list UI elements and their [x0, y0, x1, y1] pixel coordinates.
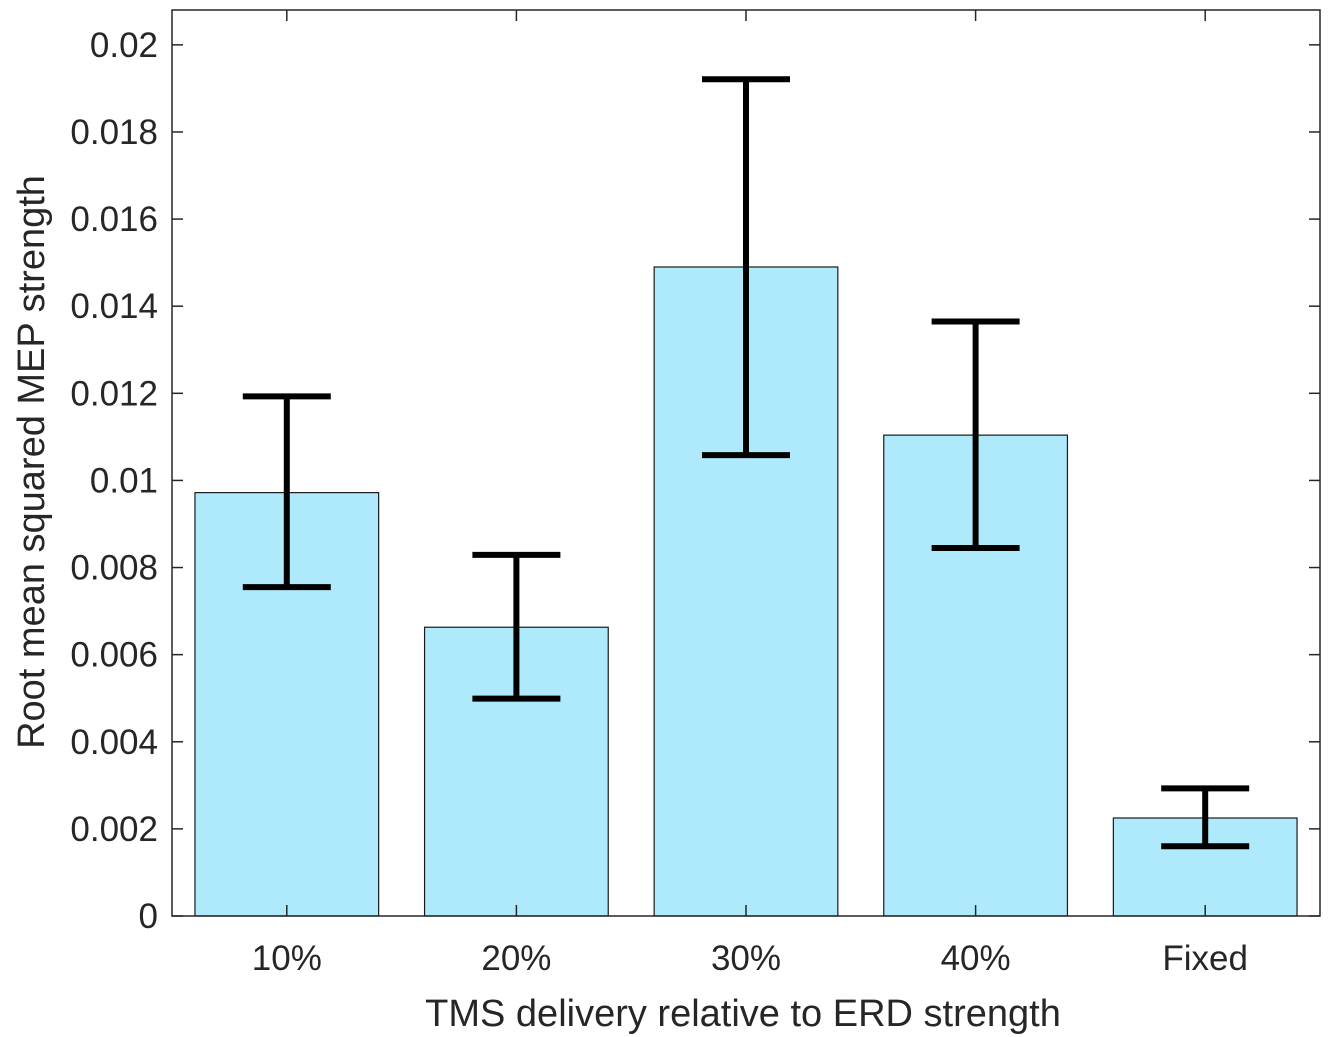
- y-axis-label: Root mean squared MEP strength: [11, 175, 53, 749]
- xtick-label-0: 10%: [252, 939, 322, 978]
- ytick-label-10: 0.02: [90, 26, 158, 65]
- y-tick-labels: 0 0.002 0.004 0.006 0.008 0.01 0.012 0.014 0.016…: [70, 26, 158, 936]
- x-axis-label: TMS delivery relative to ERD strength: [425, 993, 1061, 1035]
- xtick-label-1: 20%: [481, 939, 551, 978]
- xtick-label-3: 40%: [941, 939, 1011, 978]
- ytick-label-1: 0.002: [70, 810, 158, 849]
- ytick-label-4: 0.008: [70, 549, 158, 588]
- ytick-label-3: 0.006: [70, 636, 158, 675]
- ticks-layer: [172, 10, 1320, 917]
- ytick-label-6: 0.012: [70, 374, 158, 413]
- xtick-label-4: Fixed: [1162, 939, 1248, 978]
- ytick-label-7: 0.014: [70, 287, 158, 326]
- ytick-label-5: 0.01: [90, 461, 158, 500]
- ytick-label-9: 0.018: [70, 113, 158, 152]
- ytick-label-8: 0.016: [70, 200, 158, 239]
- errorbars-layer: [242, 76, 1250, 850]
- ytick-label-0: 0: [139, 897, 158, 936]
- x-tick-labels: 10% 20% 30% 40% Fixed: [252, 939, 1248, 978]
- xtick-label-2: 30%: [711, 939, 781, 978]
- ytick-label-2: 0.004: [70, 723, 158, 762]
